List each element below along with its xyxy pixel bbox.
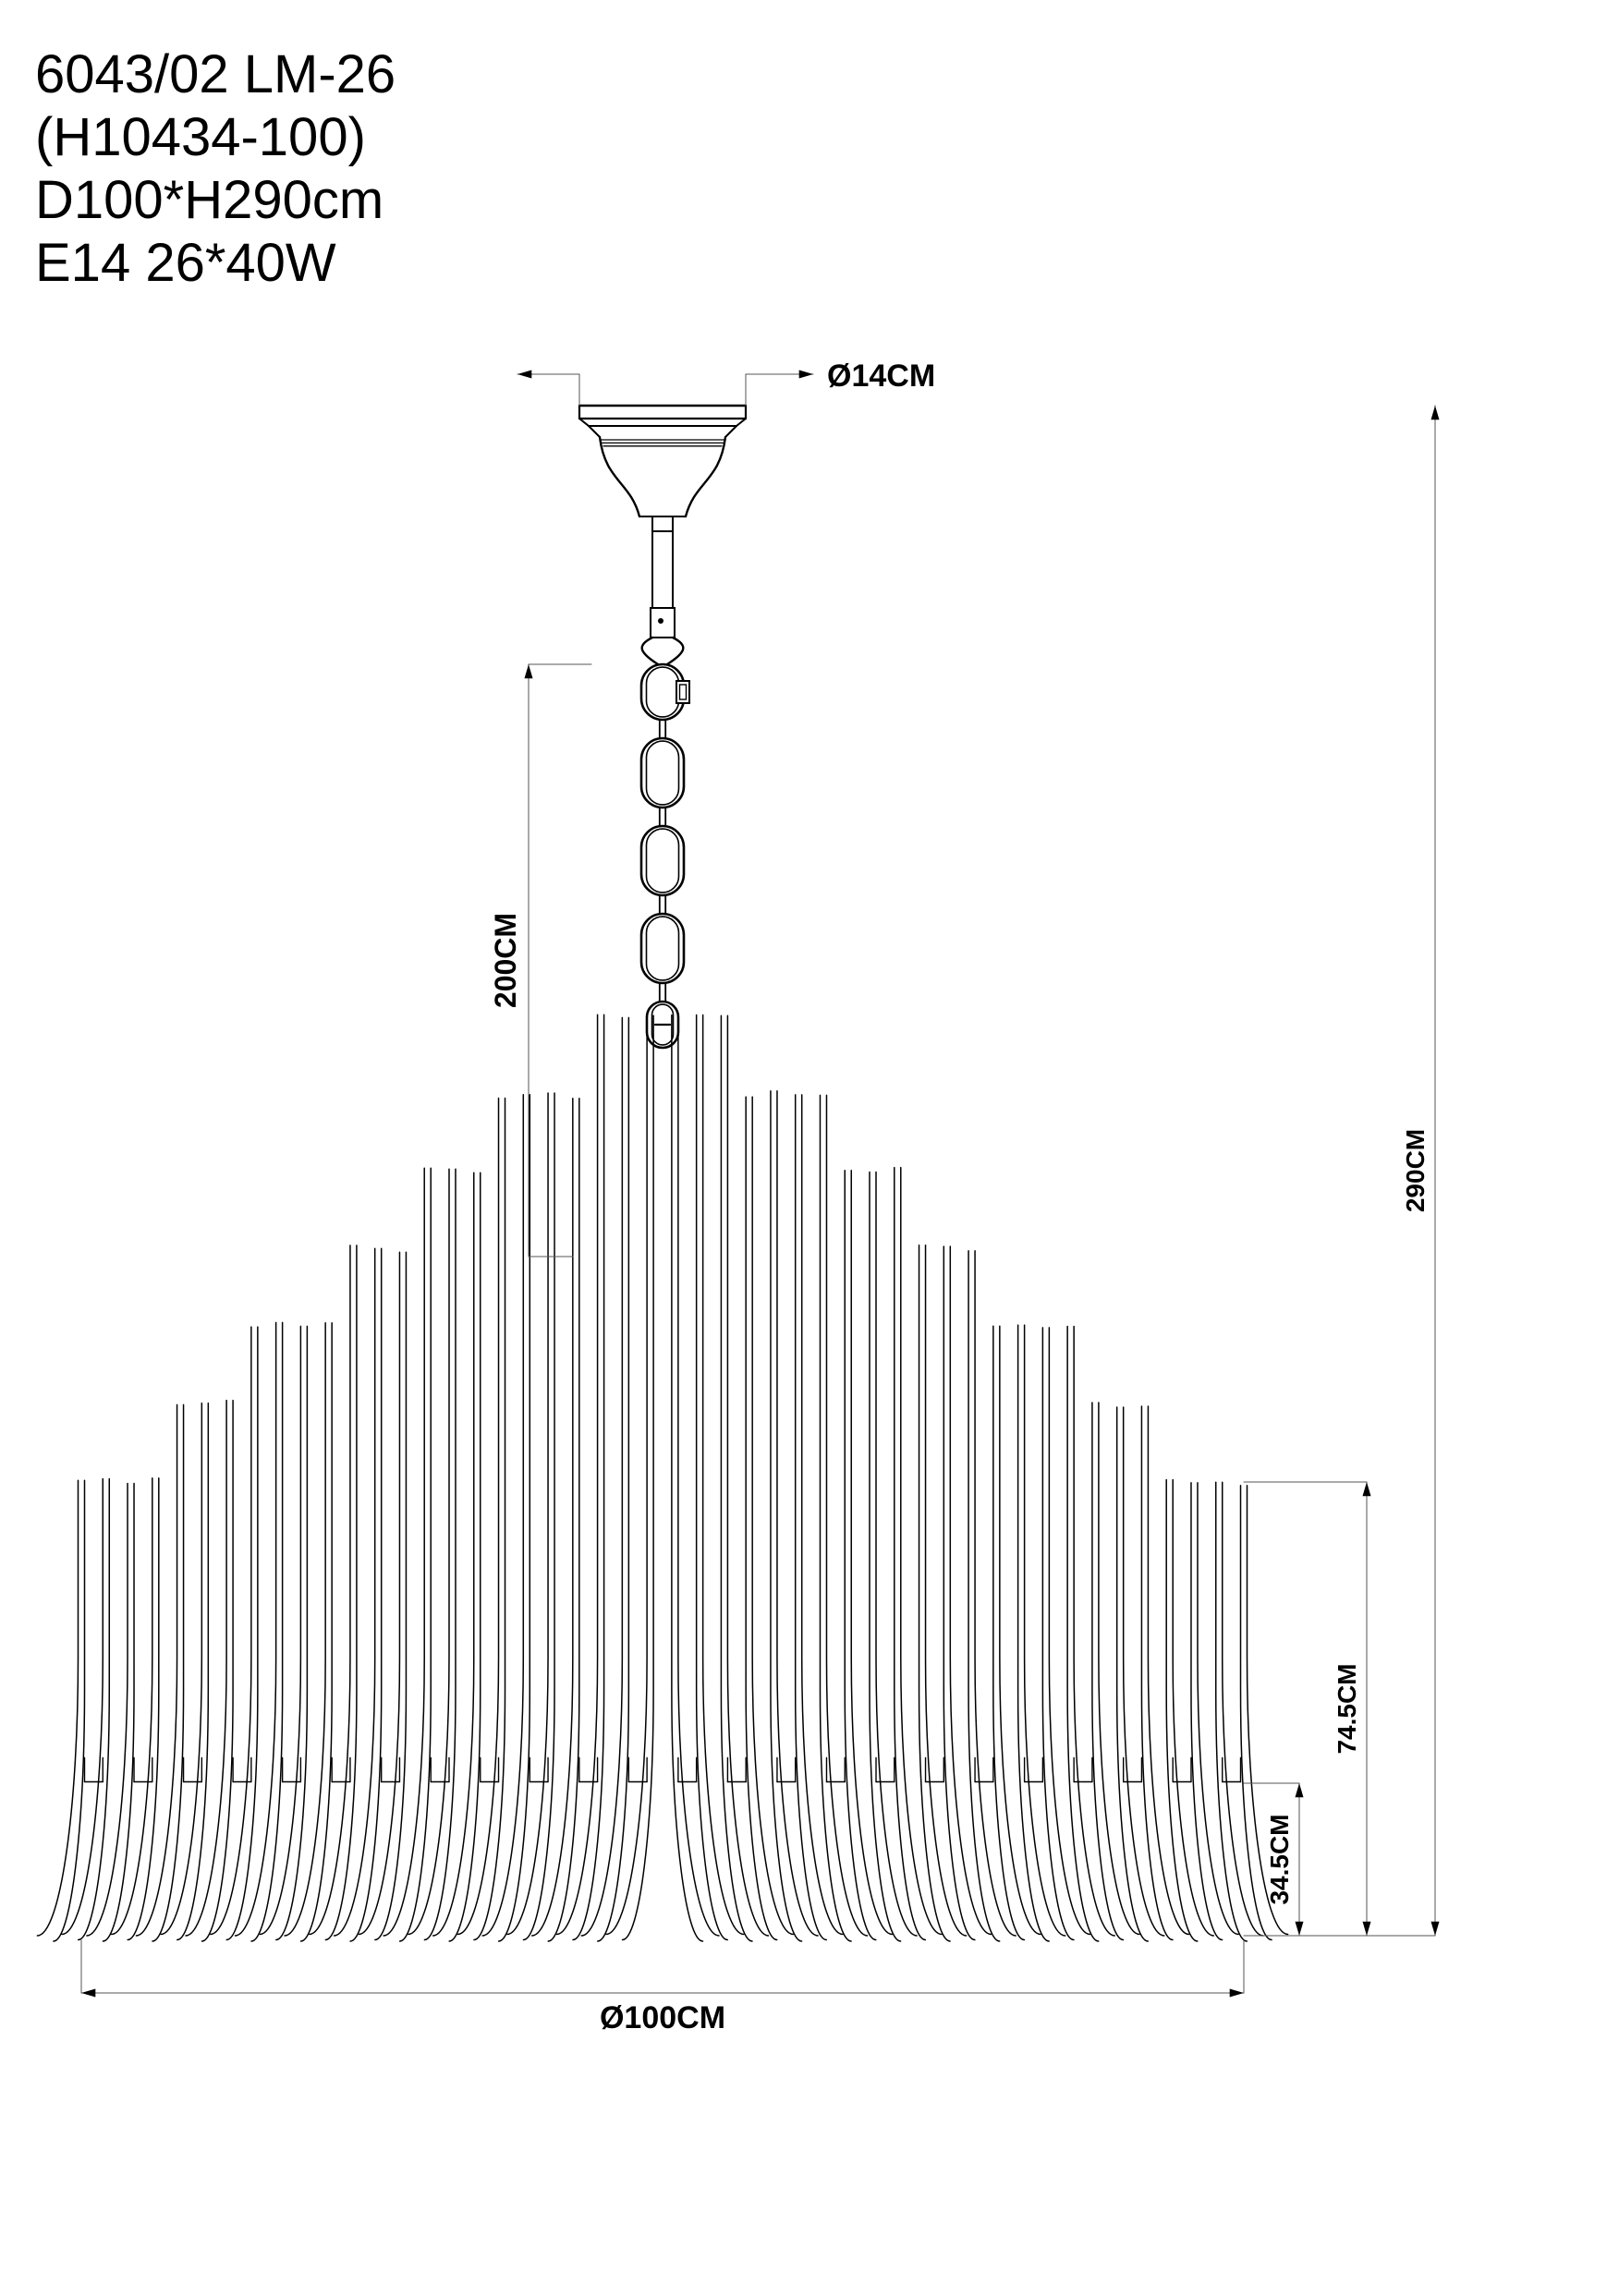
svg-text:D100*H290cm: D100*H290cm xyxy=(35,170,383,230)
svg-text:6043/02 LM-26: 6043/02 LM-26 xyxy=(35,44,396,104)
svg-text:(H10434-100): (H10434-100) xyxy=(35,107,366,167)
svg-text:Ø100CM: Ø100CM xyxy=(600,2000,725,2035)
svg-text:Ø14CM: Ø14CM xyxy=(827,358,935,394)
svg-text:290CM: 290CM xyxy=(1401,1129,1430,1212)
svg-text:34.5CM: 34.5CM xyxy=(1265,1814,1294,1904)
svg-text:200CM: 200CM xyxy=(489,913,522,1008)
svg-text:74.5CM: 74.5CM xyxy=(1333,1663,1361,1754)
svg-text:E14 26*40W: E14 26*40W xyxy=(35,233,336,293)
